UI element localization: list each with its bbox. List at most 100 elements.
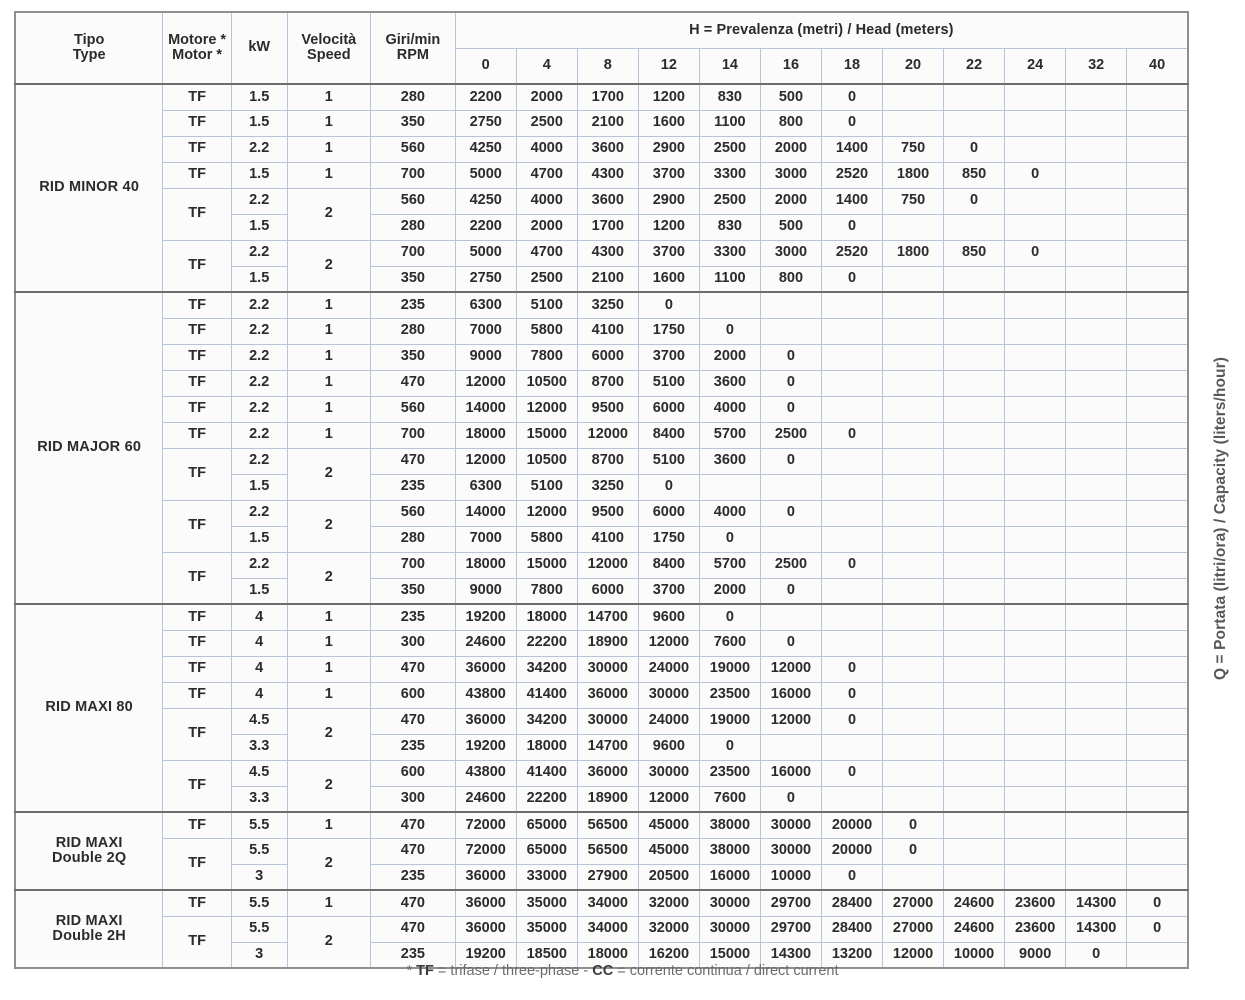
capacity-cell-empty (882, 343, 945, 371)
capacity-cell: 2000 (515, 83, 578, 111)
capacity-cell-empty (759, 473, 822, 501)
capacity-cell: 15000 (515, 421, 578, 449)
table-row: 1.5 280 7000 5800 4100 1750 0 (15, 525, 1189, 553)
capacity-cell: 41400 (515, 681, 578, 709)
motor-cell: TF (162, 655, 232, 683)
kw-cell: 2.2 (230, 135, 288, 163)
capacity-cell: 24600 (943, 889, 1006, 917)
capacity-cell: 14300 (759, 941, 822, 969)
table-row: TF 4 1 470 36000 34200 30000 24000 19000 12000 0 (15, 655, 1189, 683)
capacity-cell: 9600 (637, 603, 700, 631)
capacity-cell: 18500 (515, 941, 578, 969)
capacity-cell: 20000 (820, 811, 884, 839)
capacity-cell: 1750 (637, 525, 700, 553)
capacity-cell: 3000 (759, 239, 822, 267)
speed-cell: 1 (286, 343, 372, 371)
kw-cell: 1.5 (230, 161, 288, 189)
capacity-cell: 12000 (759, 707, 822, 735)
speed-cell: 2 (286, 499, 372, 553)
capacity-cell-empty (943, 369, 1006, 397)
capacity-cell-empty (943, 551, 1006, 579)
capacity-cell-empty (1004, 395, 1067, 423)
table-row: TF 2.2 2 470 12000 10500 8700 5100 3600 0 (15, 447, 1189, 501)
capacity-cell-empty (882, 577, 945, 605)
capacity-cell-empty (820, 629, 884, 657)
speed-cell: 2 (286, 707, 372, 761)
capacity-cell-empty (1065, 473, 1128, 501)
capacity-cell: 5000 (454, 239, 517, 267)
capacity-cell: 4100 (576, 525, 639, 553)
capacity-cell: 2000 (759, 135, 822, 163)
speed-cell: 1 (286, 135, 372, 163)
capacity-cell: 34200 (515, 707, 578, 735)
capacity-cell: 6300 (454, 473, 517, 501)
capacity-cell: 22200 (515, 629, 578, 657)
capacity-cell: 36000 (576, 681, 639, 709)
capacity-cell: 6000 (637, 499, 700, 527)
capacity-cell-empty (1065, 161, 1128, 189)
table-row: TF 2.2 1 700 18000 15000 12000 8400 5700 2500 0 (15, 421, 1189, 449)
motor-cell: TF (162, 707, 232, 761)
speed-cell: 1 (286, 889, 372, 917)
capacity-cell: 1100 (698, 109, 761, 137)
capacity-cell: 65000 (515, 811, 578, 839)
pump-type-line2: Double 2Q (52, 850, 127, 866)
capacity-cell-empty (1065, 83, 1128, 111)
capacity-cell: 13200 (820, 941, 884, 969)
capacity-cell: 5100 (515, 473, 578, 501)
capacity-cell: 36000 (454, 915, 517, 943)
kw-cell: 3 (230, 863, 288, 891)
capacity-cell-empty (698, 291, 761, 319)
capacity-cell: 14300 (1065, 915, 1128, 943)
capacity-cell-empty (1065, 213, 1128, 241)
motor-cell: TF (162, 915, 232, 969)
capacity-cell-empty (820, 525, 884, 553)
capacity-cell: 34200 (515, 655, 578, 683)
rpm-cell: 235 (370, 941, 456, 969)
capacity-axis-label-wrap: Q = Portata (litri/ora) / Capacity (lite… (1196, 86, 1245, 952)
capacity-cell-empty (943, 785, 1006, 813)
speed-cell: 2 (286, 915, 372, 969)
capacity-cell: 2500 (515, 265, 578, 293)
capacity-cell: 30000 (759, 811, 822, 839)
capacity-cell-empty (820, 343, 884, 371)
table-row: TF 1.5 1 700 5000 4700 4300 3700 3300 3000 2520 180… (15, 161, 1189, 189)
header-type: Tipo Type (14, 11, 164, 85)
capacity-cell-empty (820, 395, 884, 423)
capacity-cell-empty (1126, 447, 1189, 475)
table-row: RID MAXI Double 2H TF 5.5 1 470 36000 35000 3400… (14, 889, 1189, 969)
capacity-cell: 0 (820, 551, 884, 579)
table-row: TF 2.2 1 350 9000 7800 6000 3700 2000 0 (15, 343, 1189, 371)
motor-cell: TF (162, 551, 232, 605)
capacity-cell: 30000 (637, 759, 700, 787)
capacity-cell: 5800 (515, 317, 578, 345)
capacity-cell: 0 (759, 343, 822, 371)
capacity-cell-empty (1065, 811, 1128, 839)
kw-cell: 1.5 (230, 213, 288, 241)
pump-type-cell: RID MAXI 80 (14, 603, 164, 813)
table-row: 3.3 300 24600 22200 18900 12000 7600 0 (15, 785, 1189, 813)
capacity-cell: 1700 (576, 213, 639, 241)
capacity-cell: 1600 (637, 265, 700, 293)
speed-cell: 1 (286, 291, 372, 319)
capacity-cell: 10000 (943, 941, 1006, 969)
capacity-cell-empty (759, 525, 822, 553)
capacity-cell-empty (1126, 707, 1189, 735)
capacity-cell: 0 (637, 291, 700, 319)
capacity-cell: 30000 (576, 707, 639, 735)
capacity-cell: 2200 (454, 213, 517, 241)
capacity-cell-empty (882, 499, 945, 527)
capacity-cell: 34000 (576, 915, 639, 943)
capacity-cell-empty (943, 577, 1006, 605)
rpm-cell: 235 (370, 603, 456, 631)
motor-cell: TF (162, 681, 232, 709)
header-head-value: 12 (637, 47, 700, 85)
capacity-cell: 9500 (576, 499, 639, 527)
capacity-cell: 0 (820, 83, 884, 111)
kw-cell: 4 (230, 603, 288, 631)
capacity-cell: 500 (759, 213, 822, 241)
motor-cell: TF (162, 395, 232, 423)
capacity-cell-empty (1126, 109, 1189, 137)
rpm-cell: 350 (370, 265, 456, 293)
